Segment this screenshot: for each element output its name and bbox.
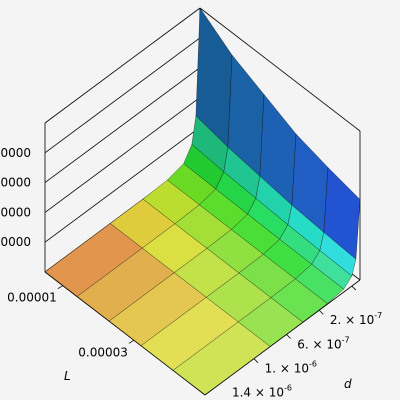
y-tick-power: -6 xyxy=(309,359,317,368)
z-grid-line xyxy=(44,126,201,243)
y-tick-label: 1. × 10-6 xyxy=(265,359,317,375)
z-tick-label: 20000 xyxy=(0,205,31,219)
y-tick-label: 1.4 × 10-6 xyxy=(232,384,292,400)
y-tick-mantissa: 2. × 10 xyxy=(330,313,374,327)
z-grid-line xyxy=(44,37,201,154)
x-tick-label: 0.00003 xyxy=(78,345,128,359)
box-edge xyxy=(204,279,361,396)
y-tick-power: -6 xyxy=(284,384,292,393)
z-grid-line xyxy=(44,97,201,213)
y-tick-label: 6. × 10-7 xyxy=(297,335,349,351)
z-tick-label: 30000 xyxy=(0,176,31,190)
y-tick xyxy=(318,309,324,315)
box-edge xyxy=(199,7,361,132)
z-tick-label: 40000 xyxy=(0,146,31,160)
x-axis-label: L xyxy=(64,369,71,383)
z-tick-label: 10000 xyxy=(0,235,31,249)
x-tick xyxy=(128,339,135,344)
y-tick-power: -7 xyxy=(342,335,350,344)
z-grid-line xyxy=(44,67,201,183)
y-tick-mantissa: 1.4 × 10 xyxy=(232,386,284,400)
x-tick xyxy=(57,285,63,290)
y-tick xyxy=(351,285,357,291)
y-tick-mantissa: 1. × 10 xyxy=(265,361,309,375)
y-tick xyxy=(253,358,259,363)
y-tick-mantissa: 6. × 10 xyxy=(297,337,341,351)
y-tick xyxy=(286,334,291,339)
y-axis-label: d xyxy=(344,377,352,391)
y-tick-power: -7 xyxy=(374,311,382,320)
y-tick-label: 2. × 10-7 xyxy=(330,311,382,327)
box-edge xyxy=(44,7,201,124)
box-edge xyxy=(44,271,206,396)
x-tick-label: 0.00001 xyxy=(7,291,57,305)
